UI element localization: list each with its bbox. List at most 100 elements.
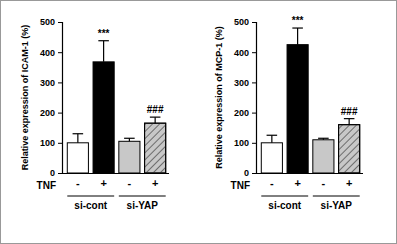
x-label: TNF <box>37 180 56 191</box>
bar <box>313 140 334 173</box>
x-tick-label: + <box>346 177 352 189</box>
error-stem <box>103 41 104 62</box>
y-tick-mark <box>252 52 256 53</box>
y-tick: 0 <box>244 168 256 178</box>
y-tick: 0 <box>50 168 62 178</box>
chart-panel: ***###0100200300400500-+-+TNFsi-contsi-Y… <box>214 15 363 211</box>
bar <box>119 141 140 173</box>
y-tick: 300 <box>40 78 62 88</box>
y-tick-label: 400 <box>234 48 249 58</box>
x-tick: - <box>322 173 326 189</box>
y-tick-mark <box>58 173 62 174</box>
y-tick: 200 <box>234 108 256 118</box>
y-tick-mark <box>252 113 256 114</box>
x-tick-label: + <box>152 177 158 189</box>
group-label: si-YAP <box>127 200 159 211</box>
error-stem <box>77 134 78 143</box>
y-tick: 500 <box>234 17 256 27</box>
x-tick-label: - <box>270 177 274 189</box>
group-label: si-cont <box>268 200 301 211</box>
bar <box>339 125 360 173</box>
x-tick: - <box>270 173 274 189</box>
y-tick: 500 <box>40 17 62 27</box>
error-stem <box>155 117 156 123</box>
plot-area <box>261 28 359 173</box>
x-tick: + <box>346 173 352 189</box>
x-tick: + <box>100 173 106 189</box>
error-cap <box>318 138 329 139</box>
bar <box>145 123 166 173</box>
y-axis-line <box>58 23 63 174</box>
y-tick-label: 0 <box>50 168 55 178</box>
x-tick: + <box>294 173 300 189</box>
y-tick-label: 0 <box>244 168 249 178</box>
error-stem <box>297 28 298 45</box>
y-tick-mark <box>58 22 62 23</box>
group-label: si-cont <box>74 200 107 211</box>
x-tick-label: - <box>322 177 326 189</box>
y-tick-label: 500 <box>40 17 55 27</box>
x-axis-line <box>62 173 169 174</box>
error-bar <box>124 138 135 141</box>
y-tick: 200 <box>40 108 62 118</box>
y-tick-mark <box>58 113 62 114</box>
x-tick: + <box>152 173 158 189</box>
error-cap <box>292 27 303 28</box>
x-label: TNF <box>231 180 250 191</box>
error-bar <box>73 134 84 143</box>
x-tick: - <box>128 173 132 189</box>
y-tick-mark <box>58 82 62 83</box>
y-tick: 100 <box>234 138 256 148</box>
error-cap <box>344 118 355 119</box>
x-axis-line <box>256 173 363 174</box>
y-tick-label: 300 <box>40 78 55 88</box>
y-tick: 400 <box>40 48 62 58</box>
y-tick-mark <box>58 143 62 144</box>
y-tick: 100 <box>40 138 62 148</box>
bar-hatch <box>145 123 166 173</box>
error-cap <box>124 138 135 139</box>
group-bracket <box>261 196 308 197</box>
y-tick-mark <box>252 22 256 23</box>
y-tick: 400 <box>234 48 256 58</box>
x-tick-label: - <box>128 177 132 189</box>
bar <box>67 143 88 173</box>
error-bar <box>150 117 161 123</box>
y-axis: 0 100 200 300 400 500 <box>234 17 257 178</box>
chart-panel: *** ### 0 100 200 300 400 500 - + - + TNF si-cont si-Y… <box>20 17 169 211</box>
group-label: si-YAP <box>321 200 353 211</box>
y-tick-mark <box>58 52 62 53</box>
y-tick-mark <box>252 173 256 174</box>
image-frame <box>1 1 397 244</box>
bar <box>261 143 282 173</box>
y-tick-mark <box>252 82 256 83</box>
plot-area <box>67 41 165 173</box>
y-tick-label: 200 <box>234 108 249 118</box>
x-tick-label: + <box>294 177 300 189</box>
error-bar <box>98 41 109 62</box>
x-tick-label: - <box>76 177 80 189</box>
y-tick-mark <box>252 143 256 144</box>
error-stem <box>271 135 272 143</box>
y-tick-label: 200 <box>40 108 55 118</box>
error-cap <box>267 135 278 136</box>
bar <box>93 62 114 173</box>
group-bracket <box>313 196 360 197</box>
significance-label: ### <box>147 104 164 115</box>
y-tick-label: 300 <box>234 78 249 88</box>
significance-label: *** <box>292 15 304 26</box>
y-tick-label: 500 <box>234 17 249 27</box>
bar <box>287 45 308 173</box>
group-bracket <box>67 196 114 197</box>
group-bracket <box>119 196 166 197</box>
error-stem <box>349 119 350 125</box>
x-tick: - <box>76 173 80 189</box>
y-tick-label: 100 <box>40 138 55 148</box>
x-axis: - + - + <box>62 173 169 189</box>
significance-label: *** <box>98 28 110 39</box>
error-cap <box>150 117 161 118</box>
x-axis: - + - + <box>256 173 363 189</box>
error-bar <box>318 138 329 140</box>
error-cap <box>73 133 84 134</box>
error-bar <box>267 135 278 143</box>
